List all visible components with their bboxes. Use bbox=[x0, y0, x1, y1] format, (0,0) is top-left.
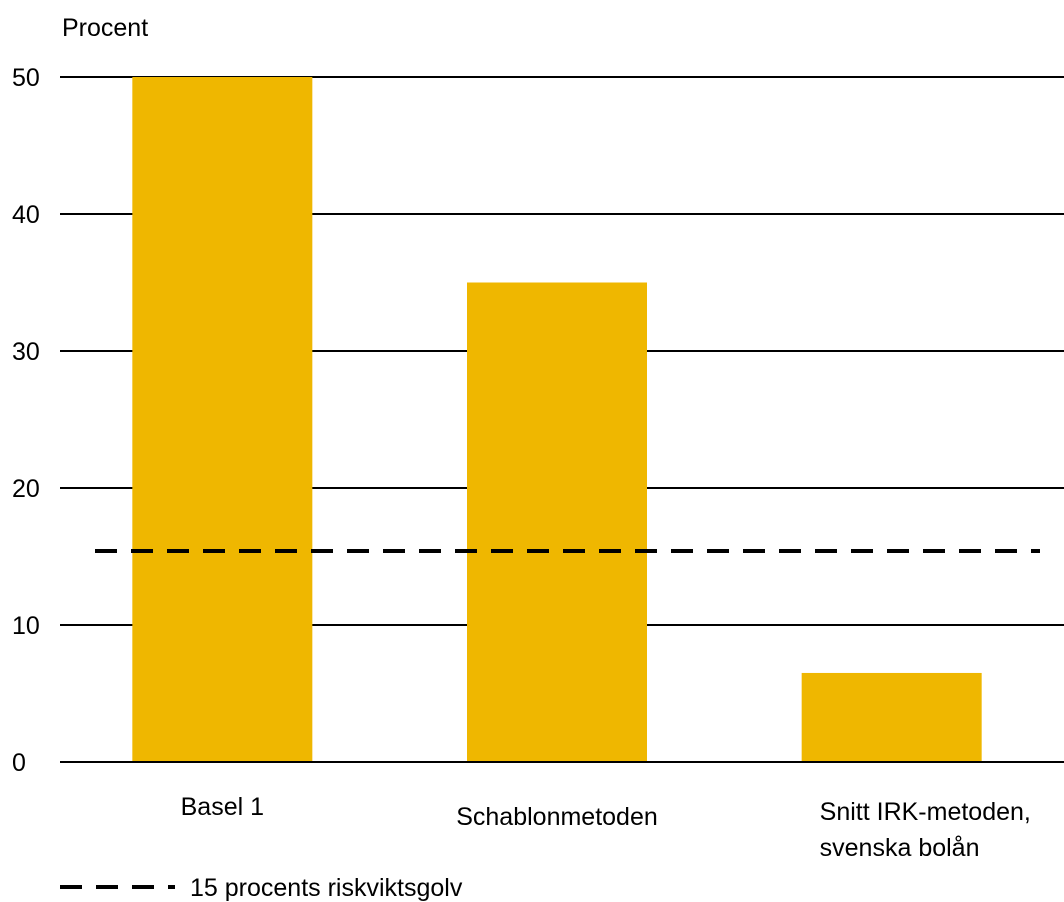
bar bbox=[132, 77, 313, 762]
y-tick-label: 30 bbox=[12, 338, 40, 366]
y-tick-label: 10 bbox=[12, 612, 40, 640]
category-labels: Basel 1 Schablonmetoden Snitt IRK-metoden,… bbox=[181, 793, 1031, 862]
category-label: Basel 1 bbox=[181, 793, 264, 821]
y-tick-label: 50 bbox=[12, 64, 40, 92]
bars bbox=[132, 77, 982, 762]
bar bbox=[467, 282, 647, 762]
y-tick-label: 0 bbox=[12, 749, 26, 777]
y-tick-label: 20 bbox=[12, 475, 40, 503]
category-label: Snitt IRK-metoden, svenska bolån bbox=[820, 798, 1031, 862]
y-axis-title: Procent bbox=[62, 14, 148, 42]
bar bbox=[801, 672, 982, 762]
legend-label: 15 procents riskviktsgolv bbox=[190, 874, 463, 902]
legend: 15 procents riskviktsgolv bbox=[60, 874, 463, 902]
category-label: Schablonmetoden bbox=[456, 803, 658, 831]
y-tick-label: 40 bbox=[12, 201, 40, 229]
y-tick-labels: 0 10 20 30 40 50 bbox=[12, 64, 40, 777]
